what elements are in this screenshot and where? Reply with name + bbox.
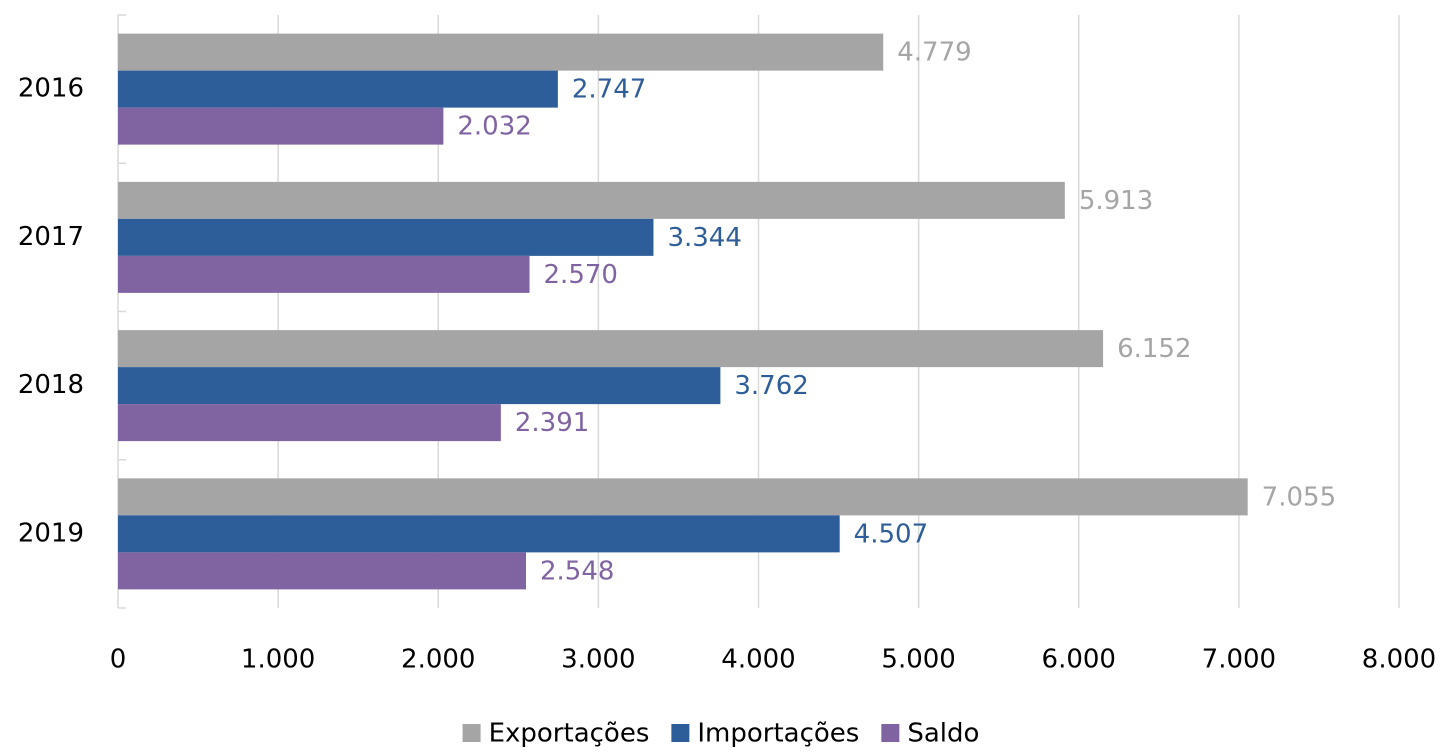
bar	[118, 330, 1104, 368]
x-tick-label: 0	[110, 645, 127, 675]
y-tick-label: 2019	[18, 518, 84, 548]
value-label: 4.779	[897, 38, 971, 68]
legend-item: Saldo	[881, 719, 979, 749]
legend-label: Exportações	[489, 719, 650, 749]
x-tick-label: 1.000	[241, 645, 315, 675]
legend-label: Saldo	[907, 719, 979, 749]
y-tick-label: 2016	[18, 74, 84, 104]
bar	[118, 70, 558, 108]
bar	[118, 33, 884, 71]
legend-swatch	[881, 724, 900, 742]
value-label: 3.762	[734, 371, 808, 401]
bar	[118, 367, 721, 405]
legend-label: Importações	[697, 719, 859, 749]
value-label: 2.391	[515, 408, 589, 438]
x-tick-label: 5.000	[881, 645, 955, 675]
legend-item: Importações	[671, 719, 859, 749]
bar	[118, 515, 840, 553]
x-tick-label: 2.000	[401, 645, 475, 675]
bar	[118, 404, 501, 442]
x-tick-label: 6.000	[1042, 645, 1116, 675]
bar	[118, 181, 1065, 219]
y-tick-label: 2017	[18, 222, 84, 252]
value-label: 7.055	[1262, 482, 1336, 512]
legend-swatch	[462, 724, 481, 742]
bar	[118, 478, 1248, 516]
value-label: 2.570	[544, 260, 618, 290]
legend-item: Exportações	[462, 719, 650, 749]
value-label: 2.747	[572, 75, 646, 105]
x-tick-label: 8.000	[1362, 645, 1436, 675]
legend-swatch	[671, 724, 690, 742]
bar	[118, 552, 526, 590]
bar	[118, 107, 444, 145]
x-tick-label: 3.000	[561, 645, 635, 675]
x-tick-label: 7.000	[1202, 645, 1276, 675]
value-label: 6.152	[1117, 334, 1191, 364]
bar	[118, 218, 654, 256]
y-tick-label: 2018	[18, 370, 84, 400]
value-label: 3.344	[667, 223, 741, 253]
value-label: 4.507	[854, 519, 928, 549]
bar	[118, 255, 530, 293]
value-label: 5.913	[1079, 186, 1153, 216]
value-label: 2.032	[457, 112, 531, 142]
value-label: 2.548	[540, 556, 614, 586]
x-tick-label: 4.000	[721, 645, 795, 675]
